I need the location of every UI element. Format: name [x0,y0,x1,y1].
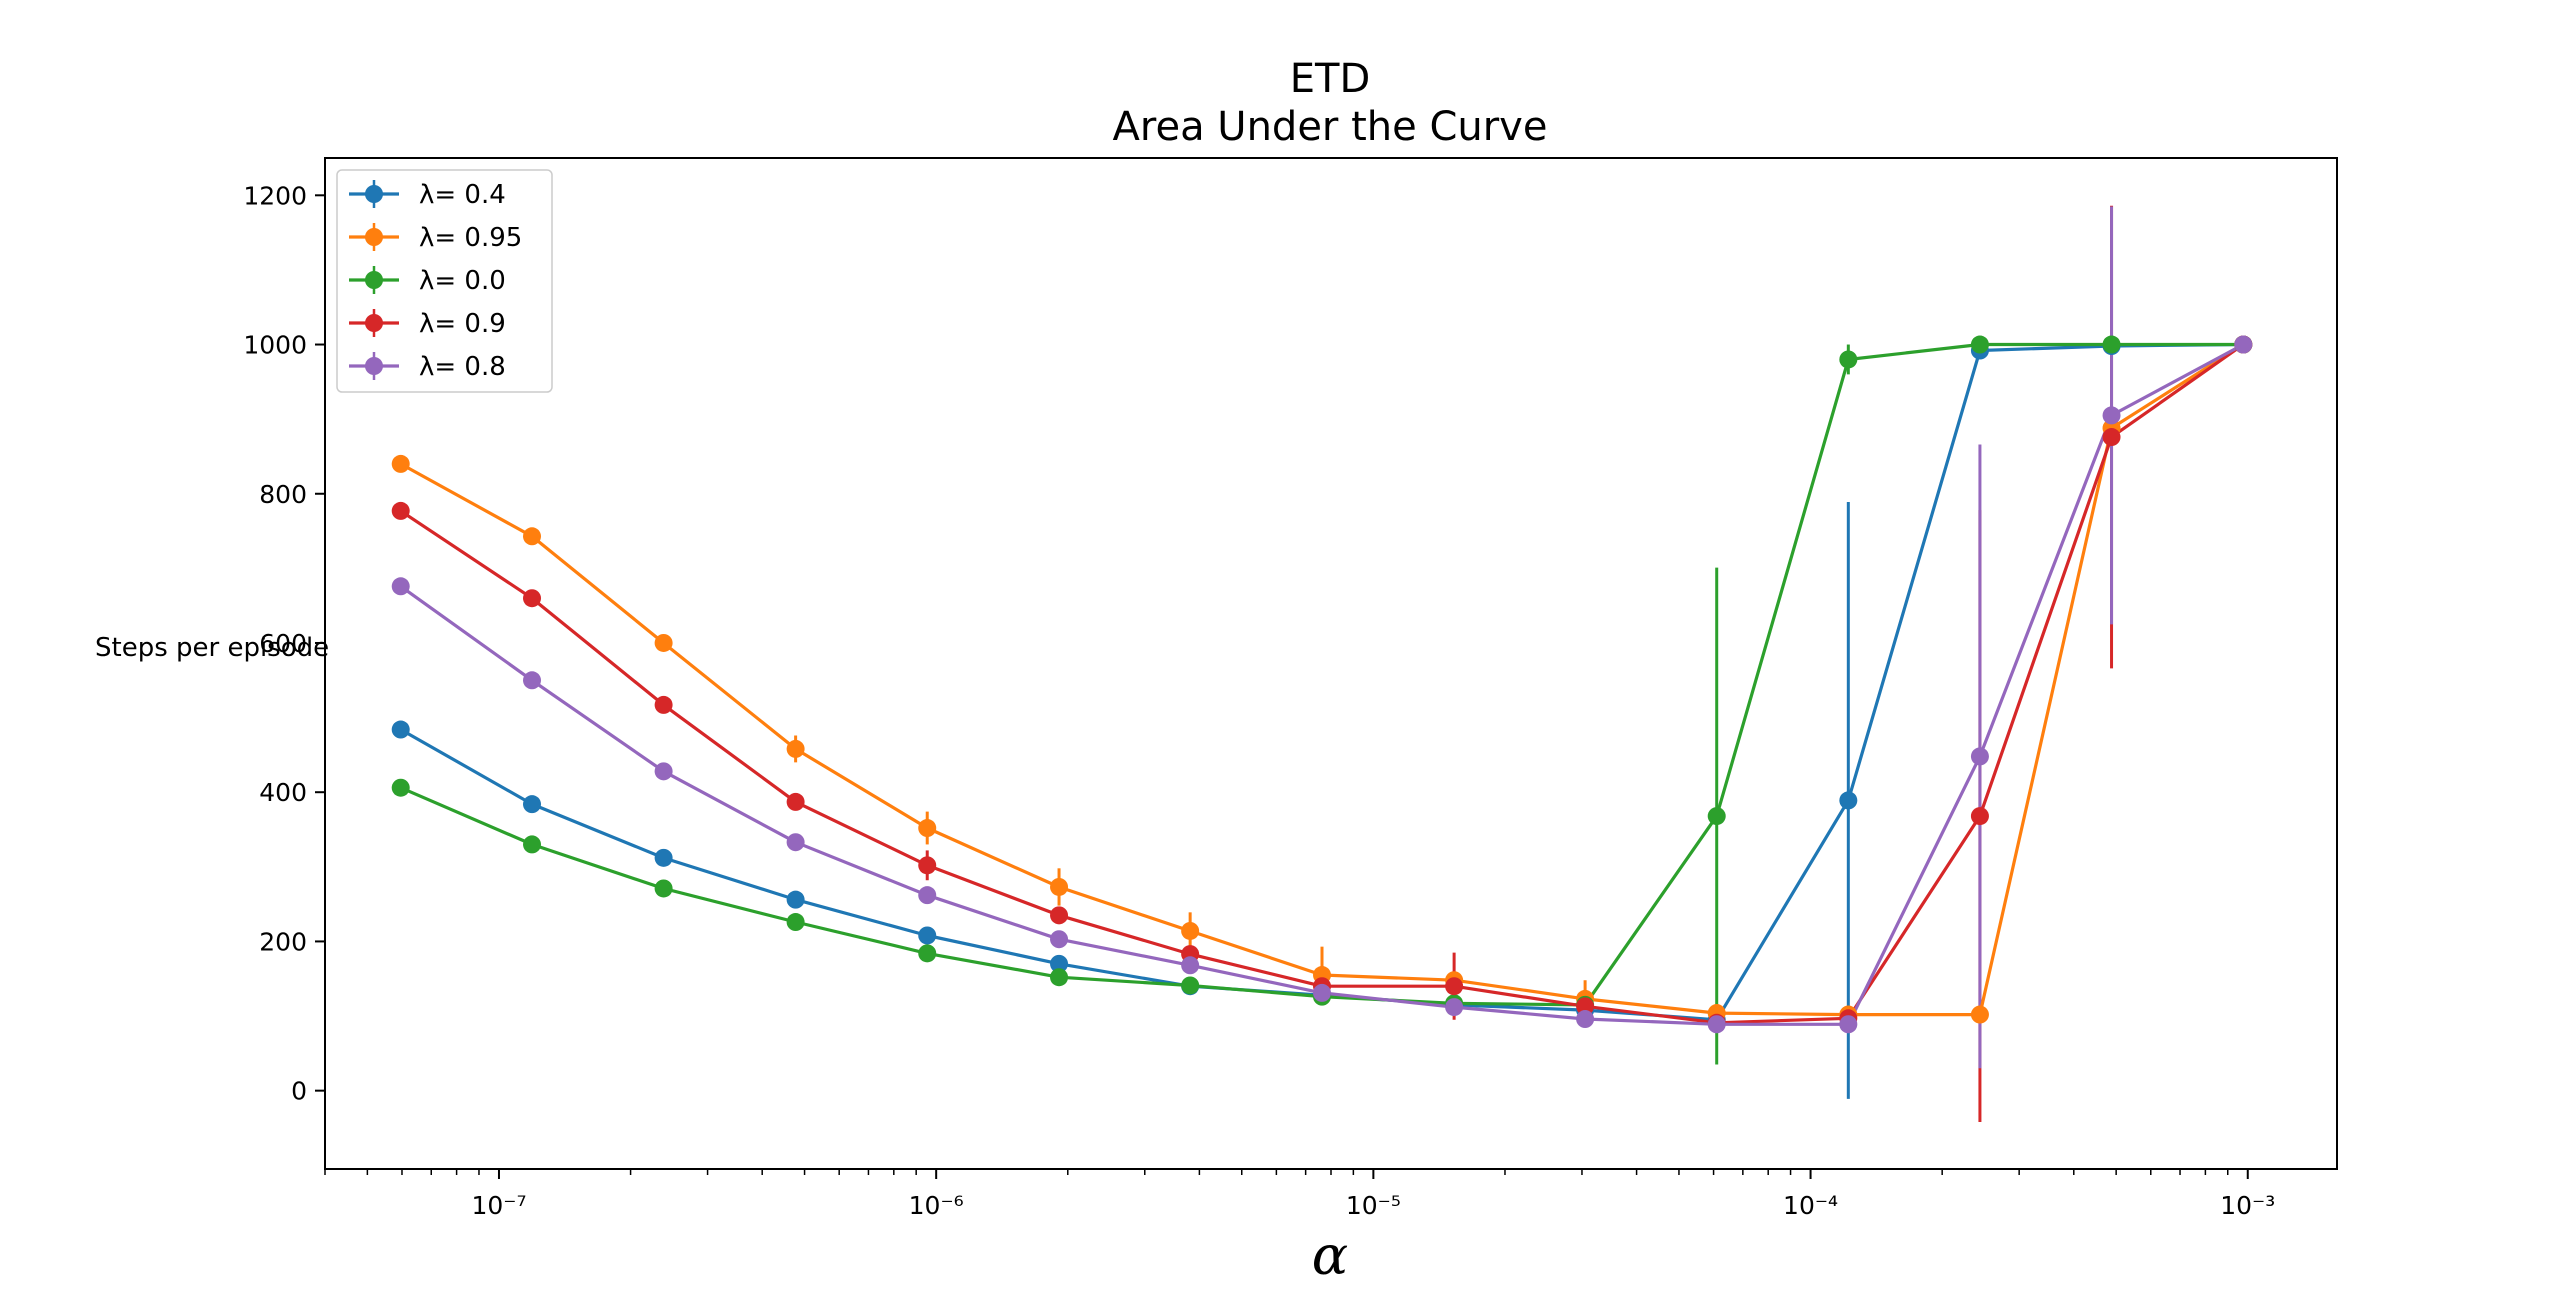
data-point [1050,906,1069,925]
y-tick-label: 800 [259,480,307,509]
data-point [1576,1010,1595,1029]
legend-label: λ= 0.0 [419,266,506,296]
data-point [1839,791,1858,810]
legend-label: λ= 0.95 [419,223,522,253]
y-axis: 0 200 400 600 800 1000 1200 [243,181,325,1106]
legend-marker [365,185,383,203]
data-point [918,856,937,875]
data-point [2102,406,2121,425]
data-point [1707,807,1726,826]
legend-label: λ= 0.9 [419,309,506,339]
x-axis: 10⁻⁷ 10⁻⁶ 10⁻⁵ 10⁻⁴ 10⁻³ [324,1169,2275,1220]
legend-marker [365,314,383,332]
data-point [1313,983,1332,1002]
series-line-4 [399,343,2245,1026]
data-point [391,454,410,473]
legend-label: λ= 0.8 [419,352,506,382]
data-point [1181,976,1200,995]
data-point [786,913,805,932]
legend-marker [365,271,383,289]
data-point [2102,335,2121,354]
data-point [786,890,805,909]
y-tick-label: 1000 [243,331,307,360]
data-point [391,720,410,739]
data-point [786,739,805,758]
data-point [786,833,805,852]
y-tick-label: 1200 [243,181,307,210]
y-tick-label: 600 [259,629,307,658]
y-tick-label: 0 [291,1077,307,1106]
x-axis-label: α [1312,1224,1348,1287]
data-point [1707,1015,1726,1034]
data-point [1839,350,1858,369]
data-point [654,695,673,714]
data-point [2234,335,2253,354]
data-point [523,527,542,546]
data-point [918,926,937,945]
series-line-0 [399,342,2244,1022]
legend: λ= 0.4 λ= 0.95 λ= 0.0 λ= 0.9 λ= 0.8 [336,169,553,393]
data-point [391,577,410,596]
x-tick-label: 10⁻⁴ [1783,1191,1838,1220]
data-point [654,879,673,898]
data-point [1445,998,1464,1017]
data-point [1050,877,1069,896]
data-point [2102,428,2121,447]
plot-frame [324,157,2338,1170]
x-tick-label: 10⁻⁶ [909,1191,964,1220]
legend-box [336,169,553,393]
data-point [1839,1015,1858,1034]
data-point [1576,997,1595,1016]
series-lines [399,342,2245,1026]
chart-title: ETD [1290,56,1371,102]
data-point [654,848,673,867]
data-point [918,886,937,905]
series-points [391,335,2253,1034]
data-point [523,671,542,690]
data-point [523,589,542,608]
legend-marker [365,228,383,246]
data-point [523,835,542,854]
data-point [918,944,937,963]
data-point [1970,747,1989,766]
data-point [391,778,410,797]
data-point [391,501,410,520]
data-point [1050,968,1069,987]
data-point [1050,954,1069,973]
x-tick-label: 10⁻³ [2220,1191,2275,1220]
data-point [1181,921,1200,940]
legend-label: λ= 0.4 [419,180,506,210]
data-point [654,762,673,781]
x-tick-label: 10⁻⁵ [1346,1191,1401,1220]
data-point [786,792,805,811]
data-point [1445,977,1464,996]
data-point [918,819,937,838]
data-point [1181,956,1200,975]
data-point [523,795,542,814]
y-tick-label: 400 [259,778,307,807]
series-line-1 [399,343,2245,1017]
data-point [654,633,673,652]
x-tick-label: 10⁻⁷ [471,1191,526,1220]
data-point [1050,930,1069,949]
legend-marker [365,357,383,375]
series-line-3 [399,343,2245,1025]
y-axis-label: Steps per episode [95,633,329,663]
y-tick-label: 200 [259,927,307,956]
data-point [1970,807,1989,826]
data-point [1970,335,1989,354]
series-line-2 [400,342,2244,1007]
chart-subtitle: Area Under the Curve [1113,104,1548,150]
data-point [1970,1005,1989,1024]
